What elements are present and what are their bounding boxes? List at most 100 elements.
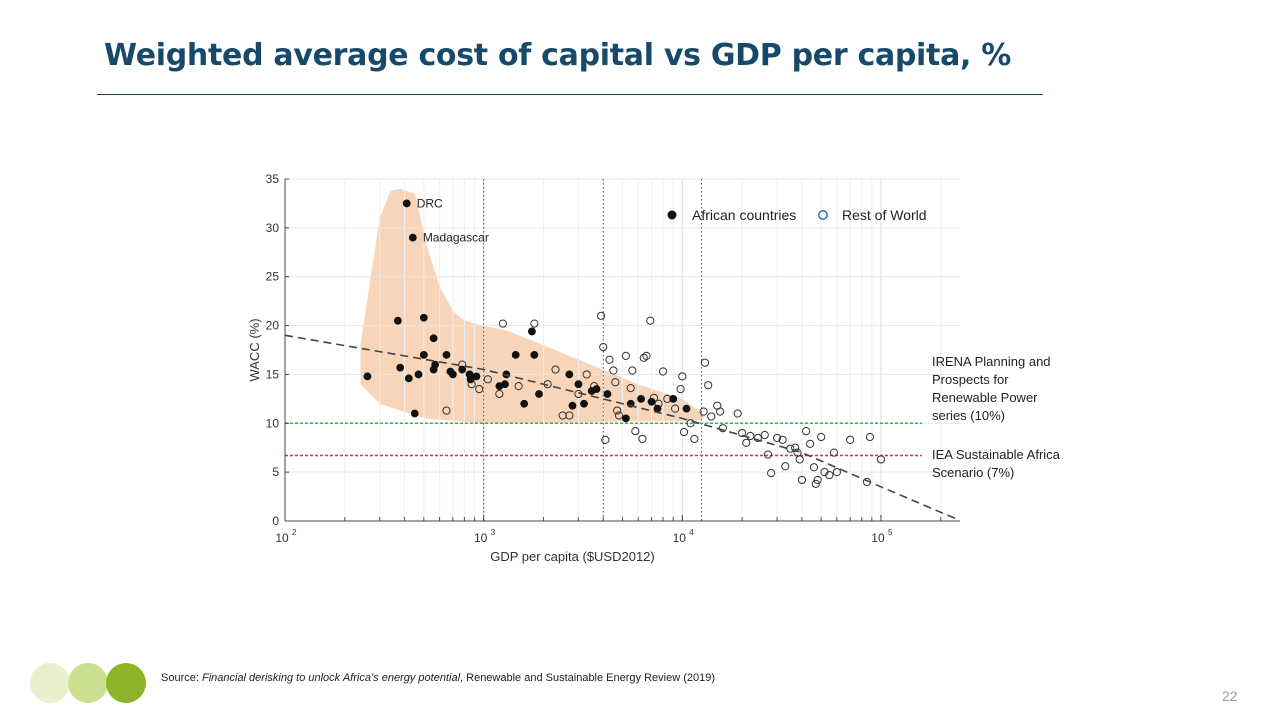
rest-of-world-point	[678, 372, 687, 381]
african-country-point	[410, 409, 419, 418]
decor-circle-mid	[68, 663, 108, 703]
rest-of-world-point	[802, 427, 811, 436]
african-country-point	[393, 316, 402, 325]
african-country-point	[647, 397, 656, 406]
y-tick-label: 10	[266, 416, 280, 430]
rest-of-world-point	[613, 406, 622, 415]
rest-of-world-point	[611, 378, 620, 387]
rest-of-world-point	[626, 384, 635, 393]
rest-of-world-point	[737, 428, 747, 438]
rest-of-world-point	[707, 412, 716, 421]
african-country-point	[574, 380, 583, 389]
rest-of-world-point	[760, 430, 769, 440]
x-tick-label: 10	[673, 531, 687, 545]
rest-of-world-point	[746, 431, 755, 441]
y-tick-label: 30	[266, 221, 280, 235]
african-country-point	[419, 350, 428, 359]
source-title: Financial derisking to unlock Africa’s e…	[201, 672, 461, 684]
rest-of-world-point	[642, 351, 651, 360]
rest-of-world-point	[865, 432, 875, 442]
decor-circle-light	[30, 663, 70, 703]
african-country-point	[429, 334, 438, 343]
african-country-point	[419, 313, 428, 322]
x-tick-label: 10	[474, 531, 488, 545]
rest-of-world-point	[483, 375, 492, 384]
rest-of-world-point	[495, 389, 504, 399]
rest-of-world-point	[772, 433, 782, 443]
rest-of-world-point	[806, 439, 815, 448]
rest-of-world-point	[832, 468, 841, 477]
african-country-point	[363, 372, 372, 381]
african-country-point	[520, 399, 529, 408]
reference-line-label: IRENA Planning and	[932, 354, 1051, 369]
rest-of-world-point	[690, 434, 699, 444]
rest-of-world-point	[786, 444, 795, 453]
rest-of-world-point	[601, 435, 610, 444]
african-country-point	[603, 390, 612, 398]
african-country-point	[637, 394, 645, 403]
rest-of-world-point	[716, 407, 725, 416]
rest-of-world-point	[605, 355, 614, 364]
rest-of-world-point	[582, 370, 591, 379]
x-tick-exponent: 5	[888, 528, 893, 537]
legend-marker-rest	[818, 210, 828, 220]
decor-circle-dark	[106, 663, 146, 703]
rest-of-world-point	[631, 427, 640, 436]
legend-marker-african	[667, 210, 677, 220]
annotation-drc: DRC	[417, 196, 443, 210]
african-country-point	[528, 327, 536, 336]
rest-of-world-point	[596, 311, 606, 320]
african-country-point	[530, 350, 539, 359]
rest-of-world-point	[646, 316, 655, 325]
rest-of-world-point	[475, 384, 484, 394]
rest-of-world-point	[609, 366, 618, 375]
reference-line-label: IEA Sustainable Africa	[932, 447, 1061, 462]
x-tick-label: 10	[871, 531, 885, 545]
african-country-point	[511, 350, 520, 359]
rest-of-world-point	[442, 406, 451, 415]
rest-of-world-point	[742, 438, 751, 447]
rest-of-world-point	[686, 419, 695, 428]
rest-of-world-point	[825, 470, 834, 480]
decorative-circles	[30, 663, 150, 707]
rest-of-world-point	[778, 435, 787, 444]
rest-of-world-point	[530, 319, 539, 328]
reference-line-label: Prospects for	[932, 372, 1009, 387]
legend-label-rest: Rest of World	[842, 207, 927, 223]
y-tick-label: 5	[272, 465, 279, 479]
x-tick-exponent: 3	[491, 528, 496, 537]
rest-of-world-point	[876, 455, 886, 464]
y-axis-label: WACC (%)	[247, 318, 262, 381]
african-country-point	[414, 370, 423, 379]
african-country-point	[429, 365, 438, 374]
rest-of-world-point	[820, 468, 829, 477]
source-suffix: , Renewable and Sustainable Energy Revie…	[460, 672, 716, 684]
rest-of-world-point	[699, 407, 708, 416]
rest-of-world-point	[614, 411, 624, 420]
rest-of-world-point	[599, 342, 608, 352]
source-citation: Source: Financial derisking to unlock Af…	[161, 672, 715, 684]
title-divider	[97, 94, 1043, 95]
african-country-point	[501, 380, 509, 389]
rest-of-world-point	[621, 351, 630, 360]
african-country-point	[448, 370, 457, 379]
y-tick-label: 15	[266, 367, 280, 381]
rest-of-world-point	[809, 463, 819, 472]
rest-of-world-point	[671, 404, 680, 413]
african-country-point	[682, 404, 691, 413]
shaded-african-region	[360, 188, 705, 424]
rest-of-world-point	[781, 462, 790, 471]
african-country-point	[404, 374, 413, 383]
rest-of-world-point	[639, 353, 648, 362]
x-tick-exponent: 2	[292, 528, 297, 537]
rest-of-world-point	[797, 475, 806, 485]
rest-of-world-point	[829, 448, 839, 457]
rest-of-world-point	[700, 358, 710, 367]
rest-of-world-point	[813, 475, 822, 485]
reference-line-label: Renewable Power	[932, 390, 1038, 405]
rest-of-world-point	[704, 381, 713, 390]
african-country-point	[621, 414, 630, 423]
annotation-madagascar: Madagascar	[423, 231, 489, 245]
slide-title: Weighted average cost of capital vs GDP …	[104, 38, 1012, 73]
rest-of-world-point	[558, 411, 567, 420]
